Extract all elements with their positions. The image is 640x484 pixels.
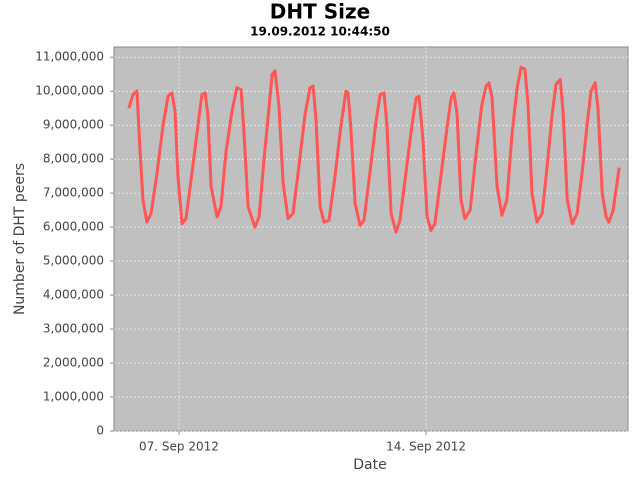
plot-area [113, 46, 629, 432]
x-tick-label: 14. Sep 2012 [386, 440, 466, 454]
y-tick-label: 5,000,000 [43, 254, 104, 268]
y-tick-label: 2,000,000 [43, 356, 104, 370]
y-tick-label: 8,000,000 [43, 152, 104, 166]
y-tick-label: 10,000,000 [35, 84, 104, 98]
x-axis-label: Date [353, 457, 386, 473]
y-axis-label: Number of DHT peers [12, 163, 28, 315]
y-tick-label: 3,000,000 [43, 322, 104, 336]
chart-title: DHT Size [270, 0, 370, 24]
y-tick-label: 6,000,000 [43, 220, 104, 234]
chart-subtitle: 19.09.2012 10:44:50 [250, 25, 390, 39]
data-line [127, 65, 621, 234]
y-tick-label: 9,000,000 [43, 118, 104, 132]
y-tick-label: 11,000,000 [35, 50, 104, 64]
x-tick-label: 07. Sep 2012 [139, 440, 219, 454]
y-tick-label: 1,000,000 [43, 390, 104, 404]
y-tick-label: 4,000,000 [43, 288, 104, 302]
y-tick-label: 7,000,000 [43, 186, 104, 200]
y-tick-label: 0 [96, 424, 104, 438]
